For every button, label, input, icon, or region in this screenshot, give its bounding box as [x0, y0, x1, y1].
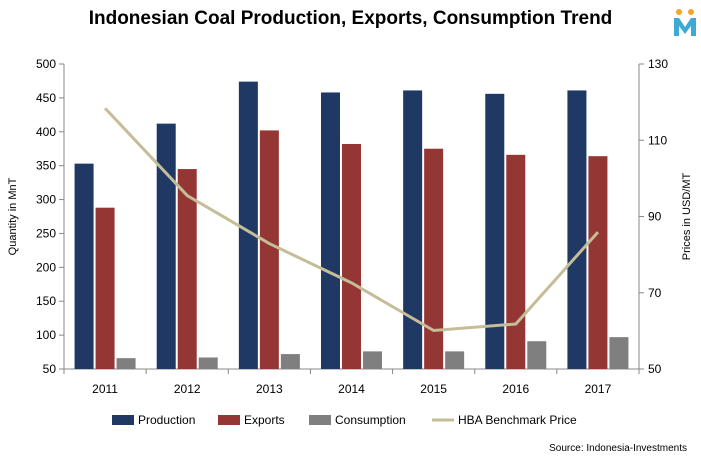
legend: Production Exports Consumption HBA Benchmar…	[112, 413, 577, 427]
bar-consumption	[280, 354, 300, 369]
bar-exports	[177, 169, 197, 369]
legend-label: Exports	[244, 413, 285, 427]
y-left-tick-label: 300	[36, 193, 56, 207]
y-right-axis-label: Prices in USD/MT	[681, 173, 693, 261]
bar-exports	[506, 154, 526, 369]
x-tick-label: 2015	[420, 382, 447, 396]
y-left-tick-label: 350	[36, 159, 56, 173]
bar-consumption	[609, 337, 629, 369]
y-left-tick-label: 150	[36, 294, 56, 308]
y-left-tick-label: 500	[36, 57, 56, 71]
y-right-tick-label: 130	[648, 57, 668, 71]
y-right-tick-label: 70	[648, 286, 662, 300]
bar-production	[567, 90, 587, 369]
y-left-tick-label: 450	[36, 91, 56, 105]
chart-title: Indonesian Coal Production, Exports, Con…	[88, 8, 613, 29]
bar-consumption	[445, 351, 465, 369]
x-tick-label: 2013	[256, 382, 283, 396]
x-tick-label: 2016	[502, 382, 529, 396]
legend-label: HBA Benchmark Price	[458, 413, 577, 427]
x-tick-label: 2012	[174, 382, 201, 396]
bar-production	[156, 123, 176, 370]
lines	[103, 107, 600, 333]
y-left-tick-label: 200	[36, 260, 56, 274]
bar-exports	[588, 156, 608, 369]
bar-consumption	[363, 351, 382, 369]
bar-production	[238, 81, 258, 369]
y-right-tick-label: 90	[648, 210, 662, 224]
bar-exports	[342, 143, 361, 369]
legend-swatch	[112, 415, 134, 425]
y-left-tick-label: 100	[36, 328, 56, 342]
legend-swatch	[218, 415, 240, 425]
x-tick-label: 2014	[338, 382, 365, 396]
bar-production	[74, 163, 94, 369]
y-right-tick-label: 50	[648, 362, 662, 376]
legend-label: Production	[138, 413, 195, 427]
source-note: Source: Indonesia-Investments	[549, 443, 687, 454]
bar-production	[321, 92, 340, 369]
bar-production	[485, 93, 505, 370]
y-left-tick-label: 50	[43, 362, 57, 376]
legend-label: Consumption	[335, 413, 406, 427]
tick-labels: 50 100 150 200 250 300 350 400 450 500 50 70 90 110 13…	[7, 57, 693, 396]
y-left-axis-label: Quantity in MnT	[7, 177, 19, 255]
bar-production	[403, 90, 423, 369]
x-tick-label: 2017	[585, 382, 612, 396]
bar-exports	[95, 207, 115, 369]
legend-swatch	[309, 415, 331, 425]
bars	[74, 81, 629, 370]
bar-consumption	[527, 341, 547, 369]
brand-logo-icon	[674, 9, 696, 36]
bar-exports	[424, 148, 444, 369]
y-left-tick-label: 250	[36, 226, 56, 240]
bar-consumption	[116, 358, 136, 369]
bar-consumption	[198, 357, 218, 369]
y-left-tick-label: 400	[36, 125, 56, 139]
y-right-tick-label: 110	[648, 133, 667, 147]
bar-exports	[259, 130, 279, 369]
x-tick-label: 2011	[92, 382, 118, 396]
